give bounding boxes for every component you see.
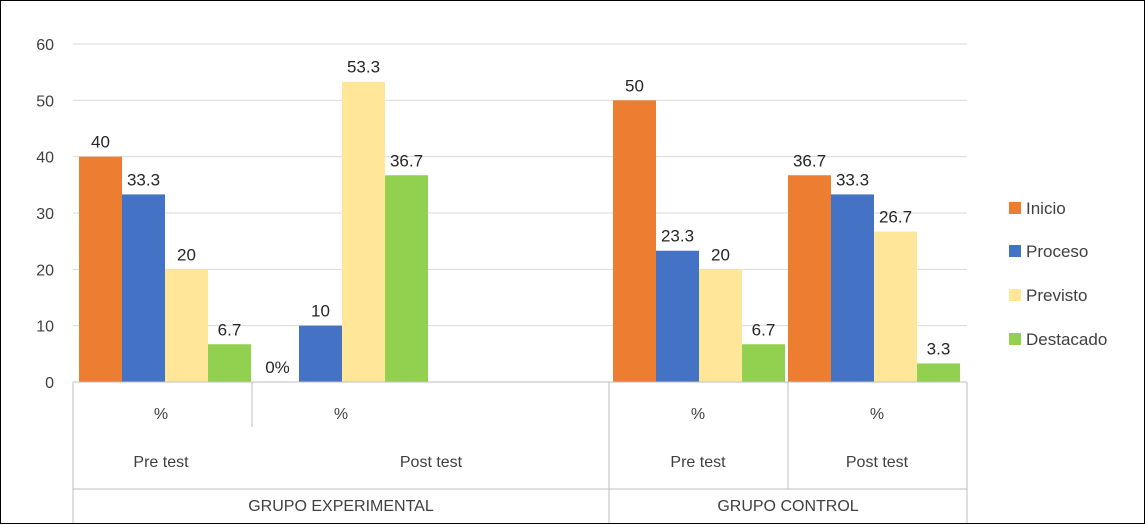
y-tick-label: 40 xyxy=(36,150,54,167)
data-label: 23.3 xyxy=(661,227,694,246)
y-tick-label: 30 xyxy=(36,206,54,223)
bar-proceso xyxy=(299,325,342,382)
bars xyxy=(79,81,960,382)
bar-previsto xyxy=(342,81,385,382)
legend-label: Previsto xyxy=(1026,286,1087,305)
data-label: 6.7 xyxy=(218,320,242,339)
legend-swatch-proceso xyxy=(1009,245,1021,257)
data-label: 20 xyxy=(177,245,196,264)
x-group-label: GRUPO CONTROL xyxy=(717,498,858,515)
bar-inicio xyxy=(788,175,831,382)
x-phase-label: Pre test xyxy=(133,454,189,471)
data-label: 33.3 xyxy=(836,170,869,189)
data-label: 40 xyxy=(91,133,110,152)
x-unit-label: % xyxy=(154,406,168,423)
y-tick-label: 50 xyxy=(36,93,54,110)
bar-previsto xyxy=(874,231,917,382)
x-phase-label: Post test xyxy=(400,454,463,471)
data-label: 26.7 xyxy=(879,208,912,227)
x-unit-label: % xyxy=(691,406,705,423)
bar-previsto xyxy=(699,269,742,382)
legend-swatch-destacado xyxy=(1009,333,1021,345)
data-label: 6.7 xyxy=(752,320,776,339)
y-tick-label: 0 xyxy=(45,375,54,392)
y-tick-label: 60 xyxy=(36,37,54,54)
bar-destacado xyxy=(385,175,428,382)
data-label: 36.7 xyxy=(793,151,826,170)
legend-swatch-previsto xyxy=(1009,289,1021,301)
x-phase-label: Post test xyxy=(846,454,909,471)
y-tick-label: 20 xyxy=(36,262,54,279)
bar-proceso xyxy=(656,250,699,382)
bar-destacado xyxy=(208,344,251,382)
legend-label: Destacado xyxy=(1026,330,1107,349)
data-label: 0% xyxy=(265,358,290,377)
y-axis: 0 10 20 30 40 50 60 xyxy=(36,37,54,392)
data-label: 3.3 xyxy=(927,339,951,358)
legend: Inicio Proceso Previsto Destacado xyxy=(1009,199,1107,349)
data-label: 10 xyxy=(311,302,330,321)
data-label: 33.3 xyxy=(127,170,160,189)
data-label: 50 xyxy=(625,76,644,95)
bar-proceso xyxy=(831,194,874,382)
data-label: 53.3 xyxy=(347,58,380,77)
data-labels: 40 0% 50 36.7 33.3 10 23.3 33.3 20 53.3 20 26.7 6.7 3… xyxy=(91,58,950,377)
x-phase-label: Pre test xyxy=(670,454,726,471)
bar-previsto xyxy=(165,269,208,382)
bar-inicio xyxy=(79,156,122,382)
data-label: 20 xyxy=(711,245,730,264)
data-label: 36.7 xyxy=(390,151,423,170)
legend-swatch-inicio xyxy=(1009,202,1021,214)
bar-destacado xyxy=(742,344,785,382)
gridlines xyxy=(73,43,967,383)
x-group-label: GRUPO EXPERIMENTAL xyxy=(248,498,434,515)
x-unit-label: % xyxy=(870,406,884,423)
bar-proceso xyxy=(122,194,165,382)
bar-destacado xyxy=(917,363,960,382)
y-tick-label: 10 xyxy=(36,319,54,336)
legend-label: Proceso xyxy=(1026,242,1088,261)
bar-inicio xyxy=(613,100,656,382)
x-unit-label: % xyxy=(334,406,348,423)
legend-label: Inicio xyxy=(1026,199,1066,218)
x-axis: % Pre test% Post test% Pre test% Post test GR… xyxy=(72,381,968,523)
